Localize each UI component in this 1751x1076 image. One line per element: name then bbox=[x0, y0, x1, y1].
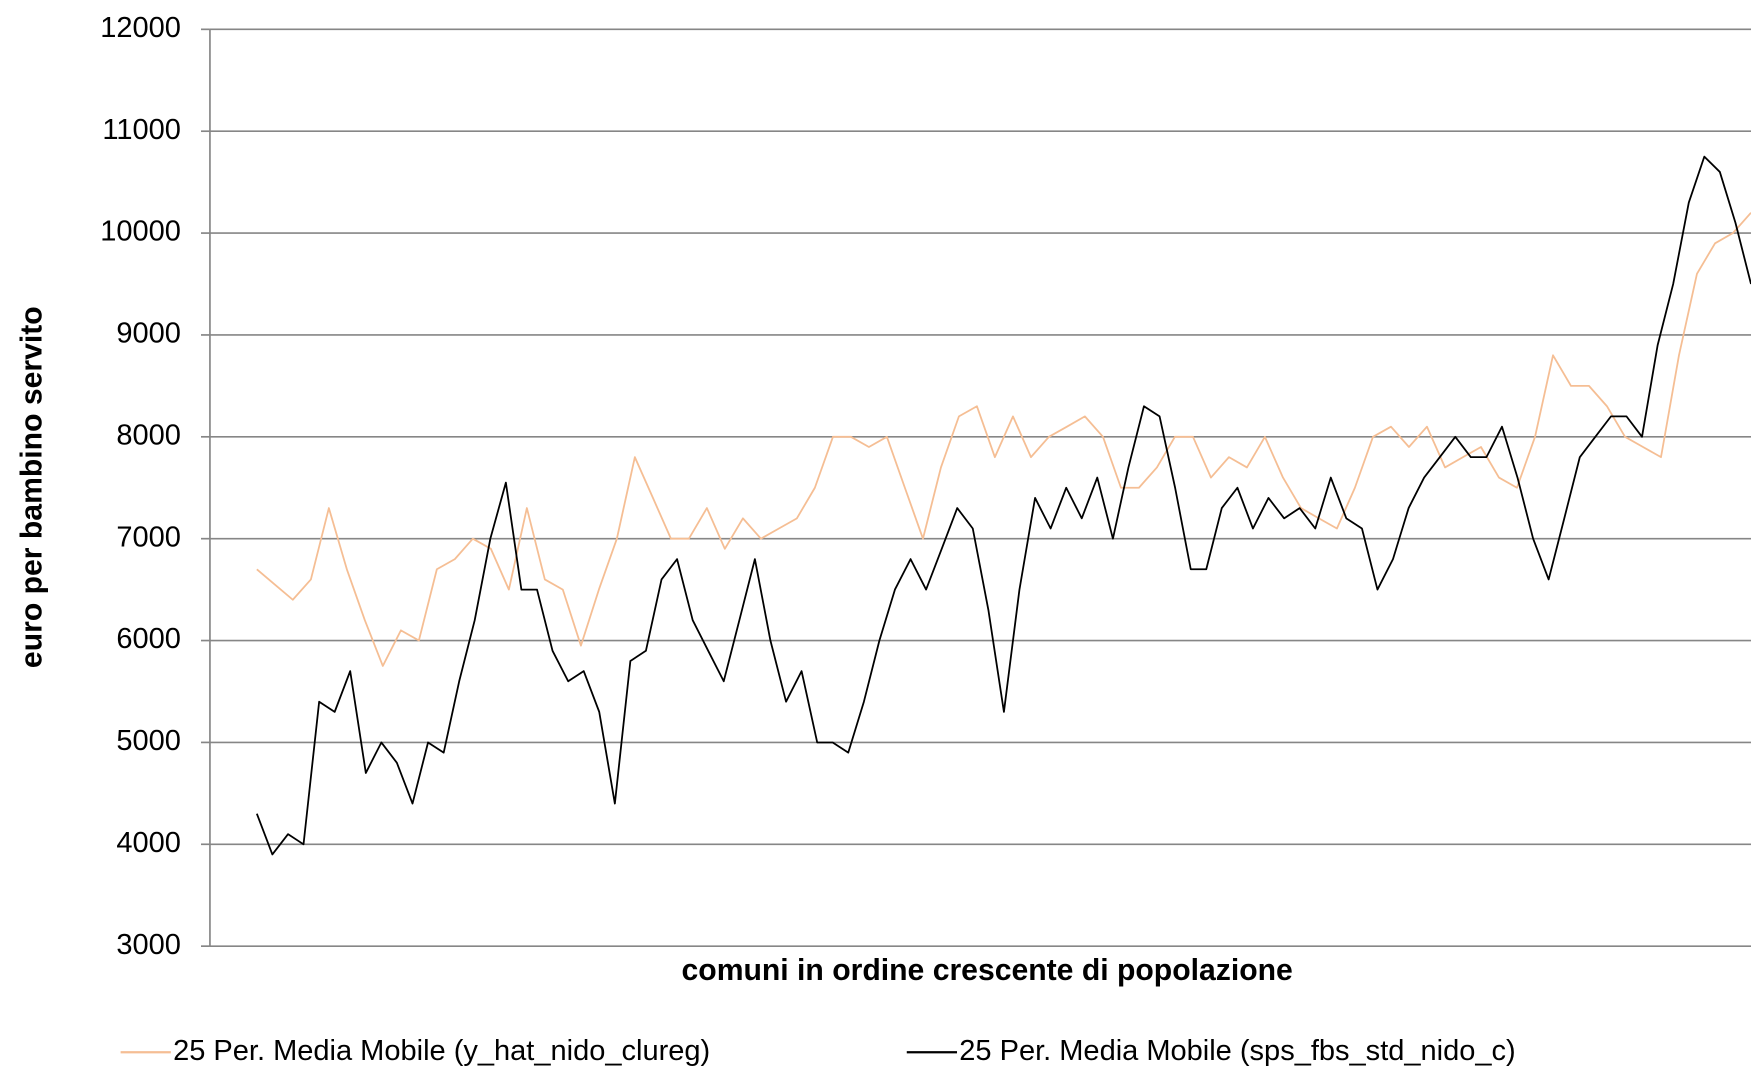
y-axis-title: euro per bambino servito bbox=[15, 306, 48, 668]
y-tick-label: 7000 bbox=[116, 521, 181, 553]
x-axis-title: comuni in ordine crescente di popolazion… bbox=[682, 954, 1293, 987]
y-tick-label: 8000 bbox=[116, 419, 181, 451]
y-tick-label: 10000 bbox=[100, 216, 181, 248]
line-series bbox=[256, 155, 1751, 856]
legend-label: 25 Per. Media Mobile (y_hat_nido_clureg) bbox=[173, 1035, 710, 1067]
y-tick-label: 12000 bbox=[100, 12, 181, 44]
y-tick-label: 3000 bbox=[116, 929, 181, 961]
line-series bbox=[256, 212, 1751, 667]
y-tick-label: 4000 bbox=[116, 827, 181, 859]
y-tick-label: 5000 bbox=[116, 725, 181, 757]
y-tick-label: 11000 bbox=[102, 114, 181, 146]
legend-label: 25 Per. Media Mobile (sps_fbs_std_nido_c… bbox=[959, 1035, 1515, 1067]
y-tick-label: 9000 bbox=[116, 318, 181, 350]
y-tick-label: 6000 bbox=[116, 623, 181, 655]
